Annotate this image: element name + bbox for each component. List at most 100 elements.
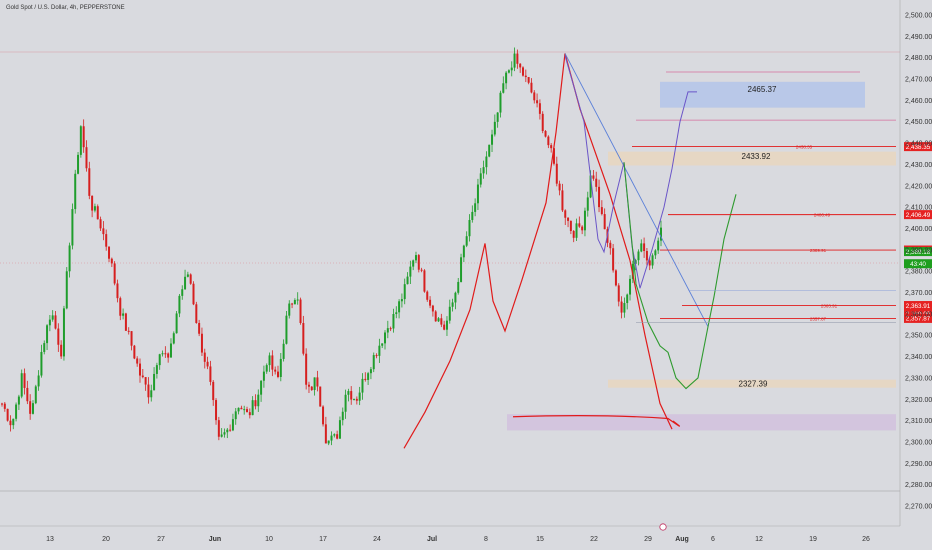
candle-body [629, 278, 632, 295]
event-marker-icon[interactable] [659, 523, 667, 531]
candle-body [43, 343, 46, 352]
candle-body [29, 401, 32, 414]
candle-body [119, 298, 122, 316]
candle-body [282, 343, 285, 359]
candle-body [341, 411, 344, 421]
level-line-label: 2406.49 [814, 213, 831, 218]
candle-body [395, 312, 398, 315]
candle-body [40, 351, 43, 376]
zone-2327 [608, 379, 896, 388]
candle-body [74, 173, 77, 210]
candle-body [316, 377, 319, 387]
candle-body [20, 373, 23, 397]
candle-body [96, 206, 99, 220]
candle-body [274, 369, 277, 372]
candle-body [172, 333, 175, 344]
x-tick-label: 29 [644, 536, 652, 543]
candle-body [161, 353, 164, 355]
x-tick-label: 20 [102, 536, 110, 543]
candle-body [307, 384, 310, 387]
candle-body [229, 429, 232, 431]
candle-body [268, 355, 271, 366]
candle-body [85, 147, 88, 169]
y-tick-label: 2,370.00 [905, 290, 932, 297]
candle-body [558, 183, 561, 191]
candle-body [110, 258, 113, 264]
candle-body [614, 270, 617, 286]
y-tick-label: 2,470.00 [905, 77, 932, 84]
candle-body [524, 75, 527, 78]
candle-body [541, 113, 544, 131]
candle-body [276, 371, 279, 377]
candle-body [440, 318, 443, 325]
candle-body [122, 313, 125, 316]
price-tag[interactable] [904, 309, 932, 319]
candle-body [420, 269, 423, 271]
candle-body [3, 403, 6, 409]
candle-body [147, 384, 150, 398]
price-tag[interactable] [904, 210, 932, 220]
candle-body [400, 299, 403, 302]
candle-body [384, 332, 387, 344]
candle-body [130, 331, 133, 346]
candle-body [319, 386, 322, 407]
candle-body [448, 306, 451, 321]
candle-body [108, 246, 111, 259]
price-level-label: 2465.37 [748, 85, 777, 94]
candle-body [144, 377, 147, 385]
candle-body [620, 301, 623, 313]
candle-body [105, 234, 108, 247]
candle-body [445, 320, 448, 330]
drawings-layer [403, 53, 896, 449]
price-tag[interactable] [904, 247, 932, 257]
candle-body [77, 154, 80, 174]
candle-body [31, 403, 34, 414]
candle-body [262, 371, 265, 381]
candle-body [522, 67, 525, 76]
candle-body [344, 394, 347, 412]
candle-body [358, 392, 361, 401]
candle-body [406, 276, 409, 285]
candle-body [82, 126, 85, 148]
price-tag[interactable] [904, 259, 932, 269]
candle-body [169, 343, 172, 358]
candle-body [426, 291, 429, 300]
candle-body [48, 319, 51, 326]
candle-body [310, 386, 313, 390]
candle-body [609, 242, 612, 249]
y-tick-label: 2,300.00 [905, 439, 932, 446]
candle-body [353, 398, 356, 400]
candle-body [141, 375, 144, 378]
candle-body [603, 214, 606, 230]
candle-body [37, 375, 40, 387]
candle-body [279, 358, 282, 377]
candle-body [645, 251, 648, 261]
candle-body [412, 260, 415, 267]
price-tag[interactable] [904, 142, 932, 152]
candle-body [237, 407, 240, 412]
candle-body [417, 255, 420, 270]
price-tag[interactable] [904, 313, 932, 323]
y-tick-label: 2,410.00 [905, 205, 932, 212]
red-trend-line [403, 53, 673, 449]
zone-2433 [608, 151, 896, 166]
candle-body [226, 429, 229, 433]
y-tick-label: 2,480.00 [905, 55, 932, 62]
candle-body [488, 144, 491, 157]
y-tick-label: 2,430.00 [905, 162, 932, 169]
candle-body [116, 283, 119, 299]
candle-body [595, 178, 598, 187]
price-tag[interactable] [904, 301, 932, 311]
candle-body [564, 210, 567, 218]
candle-body [158, 354, 161, 366]
candle-body [350, 391, 353, 400]
candle-body [322, 406, 325, 425]
candle-body [502, 83, 505, 93]
candle-body [330, 435, 333, 441]
candle-body [369, 369, 372, 374]
candle-body [640, 243, 643, 252]
candle-body [91, 195, 94, 211]
candle-body [195, 304, 198, 323]
